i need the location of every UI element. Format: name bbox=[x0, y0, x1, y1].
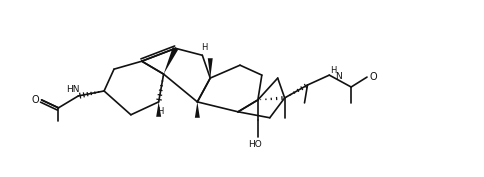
Text: O: O bbox=[32, 95, 39, 105]
Text: HO: HO bbox=[248, 140, 262, 149]
Polygon shape bbox=[156, 102, 161, 117]
Text: N: N bbox=[335, 72, 342, 81]
Text: HN: HN bbox=[67, 85, 80, 95]
Text: H: H bbox=[330, 66, 336, 75]
Text: O: O bbox=[369, 72, 377, 82]
Text: H: H bbox=[201, 43, 208, 52]
Text: H: H bbox=[157, 107, 164, 116]
Polygon shape bbox=[208, 58, 213, 78]
Polygon shape bbox=[195, 102, 200, 118]
Polygon shape bbox=[164, 47, 178, 74]
